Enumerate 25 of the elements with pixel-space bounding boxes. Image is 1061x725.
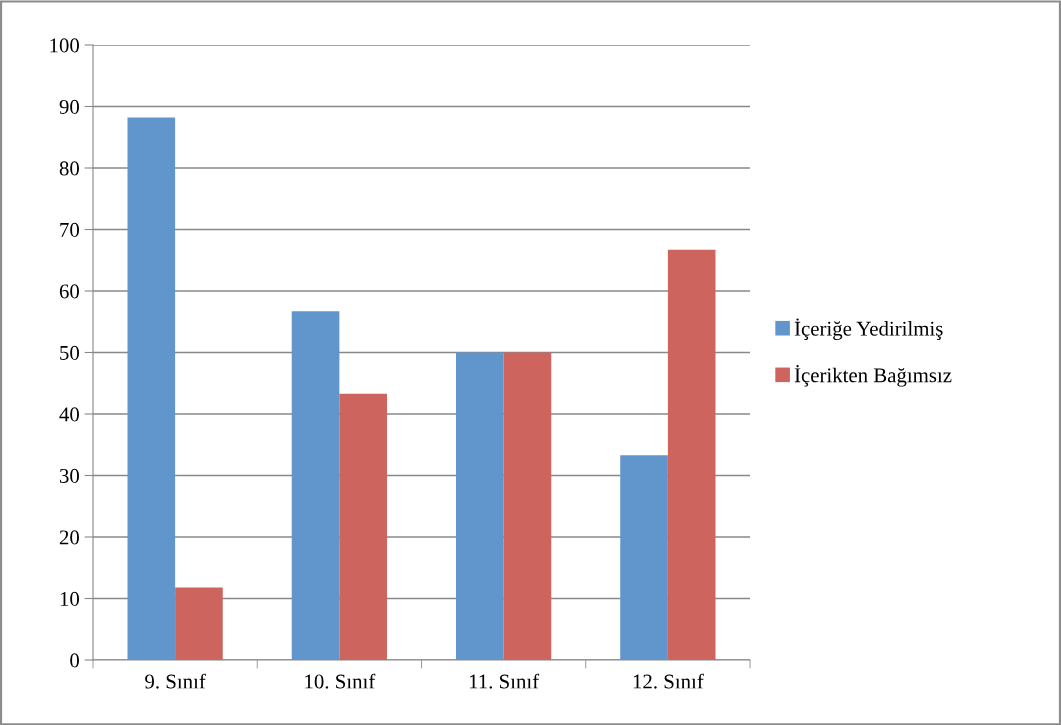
y-tick-label: 80: [59, 161, 80, 176]
y-tick-label: 0: [70, 653, 80, 668]
y-tick-label: 70: [60, 222, 80, 237]
bar: [667, 249, 716, 660]
y-tick-label: 100: [50, 38, 80, 53]
y-tick-label: 90: [59, 99, 80, 114]
legend-label: İçeriğe Yedirilmiş: [794, 318, 943, 340]
x-tick-label: 10. Sınıf: [305, 673, 376, 689]
legend-label: İçerikten Bağımsız: [794, 365, 952, 387]
y-tick-label: 60: [59, 284, 80, 299]
y-tick-label: 50: [60, 345, 80, 360]
y-tick-label: 20: [59, 530, 80, 545]
x-tick-label: 12. Sınıf: [633, 673, 704, 689]
x-tick-label: 9. Sınıf: [145, 673, 206, 689]
bar: [175, 587, 223, 660]
bar: [127, 117, 176, 660]
bar: [620, 455, 668, 660]
bar: [503, 352, 552, 660]
y-tick-label: 30: [59, 468, 80, 483]
y-tick-label: 40: [59, 407, 80, 422]
y-tick-label: 10: [60, 591, 80, 606]
x-tick-label: 11. Sınıf: [469, 673, 540, 689]
bar: [455, 352, 504, 660]
bar: [291, 311, 340, 660]
bar: [339, 393, 388, 660]
